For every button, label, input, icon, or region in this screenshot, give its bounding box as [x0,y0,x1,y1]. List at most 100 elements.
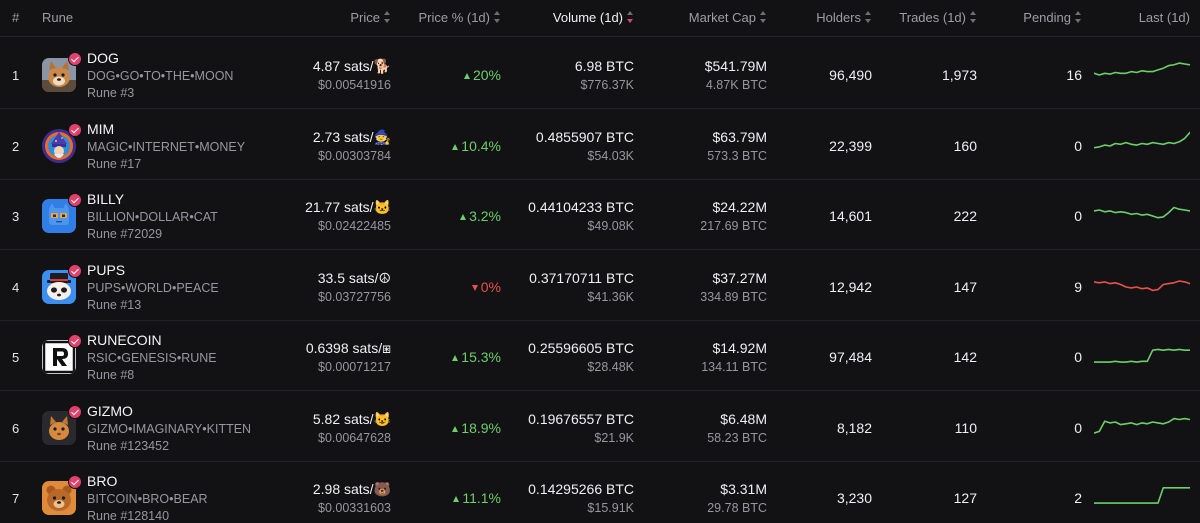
price-sats: 0.6398 sats/⧆ [305,340,391,356]
sort-icon [1075,11,1082,23]
volume-usd: $49.08K [587,219,634,233]
rune-name[interactable]: DOG [87,50,119,66]
row-index: 3 [12,209,20,224]
trades-count: 222 [953,208,977,224]
trades-count: 147 [953,278,977,295]
price-change-value: 18.9% [461,419,501,436]
holders-count: 3,230 [836,490,872,506]
price-sats: 21.77 sats/🐱 [305,199,391,215]
sort-icon [865,11,872,23]
rune-name[interactable]: GIZMO [87,402,133,419]
market-cap-usd: $37.27M [712,269,767,286]
sort-icon [760,11,767,23]
sparkline-chart [1094,487,1190,504]
volume-usd: $21.9K [594,430,634,445]
sparkline-line [1094,417,1190,434]
cat-icon [42,193,82,233]
price-change: 20% [463,67,501,83]
table-row[interactable]: 3 BILLY BILLION•DOLLAR•CAT Rune #72029 2… [0,180,1200,250]
market-cap-usd: $6.48M [720,410,767,427]
sparkline-line [1094,279,1190,291]
price-change-value: 15.3% [461,349,501,365]
trend-arrow-icon [453,496,460,502]
column-price-pct-label: Price % (1d) [418,10,490,25]
volume-btc: 0.14295266 BTC [528,481,634,497]
column-pending[interactable]: Pending [1023,10,1082,26]
sort-icon [970,11,977,23]
verified-check-icon [68,263,82,278]
sparkline-line [1094,206,1190,219]
column-volume[interactable]: Volume (1d) [553,10,634,26]
trades-count: 160 [953,137,977,154]
market-cap-usd: $541.79M [704,58,767,74]
rune-full-name: GIZMO•IMAGINARY•KITTEN [87,421,252,436]
column-trades[interactable]: Trades (1d) [899,10,977,26]
table-row[interactable]: 5 RUNECOIN RSIC•GENESIS•RUNE Rune #8 0.6… [0,321,1200,391]
avatar-art [42,128,76,163]
column-market-cap[interactable]: Market Cap [689,10,767,26]
column-last: Last (1d) [1138,10,1190,25]
trend-arrow-icon [463,73,470,79]
sparkline-chart [1094,62,1190,76]
rune-name[interactable]: BILLY [87,191,125,207]
sparkline-chart [1094,131,1190,149]
rune-number: Rune #17 [87,156,142,171]
market-cap-usd: $24.22M [712,199,767,215]
column-holders[interactable]: Holders [816,10,872,26]
trend-arrow-icon [471,284,478,291]
holders-count: 8,182 [836,419,872,436]
volume-usd: $28.48K [587,360,634,374]
volume-btc: 0.19676557 BTC [528,410,634,427]
trend-arrow-icon [452,143,459,150]
holders-count: 14,601 [829,208,872,224]
bear-icon [42,475,82,515]
rune-number: Rune #128140 [87,509,170,523]
column-price-pct[interactable]: Price % (1d) [418,10,501,26]
price-sats: 2.98 sats/🐻 [312,481,391,497]
price-usd: $0.03727756 [318,289,391,304]
volume-btc: 0.25596605 BTC [528,340,634,356]
verified-check-icon [68,334,82,348]
column-price[interactable]: Price [350,10,391,26]
verified-check-icon [68,52,82,66]
volume-usd: $54.03K [587,148,634,163]
rune-full-name: DOG•GO•TO•THE•MOON [87,69,234,83]
avatar-art [42,58,76,92]
price-change-value: 20% [472,67,501,83]
row-index: 4 [12,279,20,295]
rune-name[interactable]: RUNECOIN [87,332,162,348]
verified-check-icon [68,404,82,419]
price-change-value: 0% [480,278,501,295]
sparkline-chart [1094,279,1190,291]
market-cap-btc: 29.78 BTC [707,501,767,515]
rune-number: Rune #13 [87,297,142,312]
holders-count: 96,490 [829,67,872,83]
table-row[interactable]: 2 MIM MAGIC•INTERNET•MONEY Rune #17 2.73… [0,110,1200,180]
table-row[interactable]: 4 PUPS PUPS•WORLD•PEACE Rune #13 33.5 sa… [0,251,1200,321]
rune-name[interactable]: MIM [87,120,115,137]
table-row[interactable]: 1 DOG DOG•GO•TO•THE•MOON Rune #3 4.87 sa… [0,39,1200,109]
price-change: 3.2% [460,208,501,224]
rune-full-name: BILLION•DOLLAR•CAT [87,210,218,224]
sort-icon [494,11,501,23]
volume-usd: $41.36K [587,289,634,304]
column-rune[interactable]: Rune [42,10,74,25]
price-sats: 5.82 sats/😺 [312,410,391,427]
column-trades-label: Trades (1d) [899,10,966,25]
rune-number: Rune #8 [87,368,135,382]
table-row[interactable]: 6 GIZMO GIZMO•IMAGINARY•KITTEN Rune #123… [0,392,1200,462]
market-cap-btc: 217.69 BTC [700,219,767,233]
rune-name[interactable]: PUPS [87,261,126,278]
price-change-value: 3.2% [469,208,501,224]
sort-desc-icon [627,11,634,23]
price-usd: $0.00331603 [318,501,391,515]
table-row[interactable]: 7 BRO BITCOIN•BRO•BEAR Rune #128140 2.98… [0,462,1200,523]
trades-count: 142 [953,349,977,365]
price-change: 11.1% [453,490,501,506]
rune-name[interactable]: BRO [87,473,118,489]
column-holders-label: Holders [816,10,861,25]
volume-btc: 0.44104233 BTC [528,199,634,215]
sparkline-chart [1094,348,1190,363]
verified-check-icon [68,475,82,489]
holders-count: 97,484 [829,349,872,365]
